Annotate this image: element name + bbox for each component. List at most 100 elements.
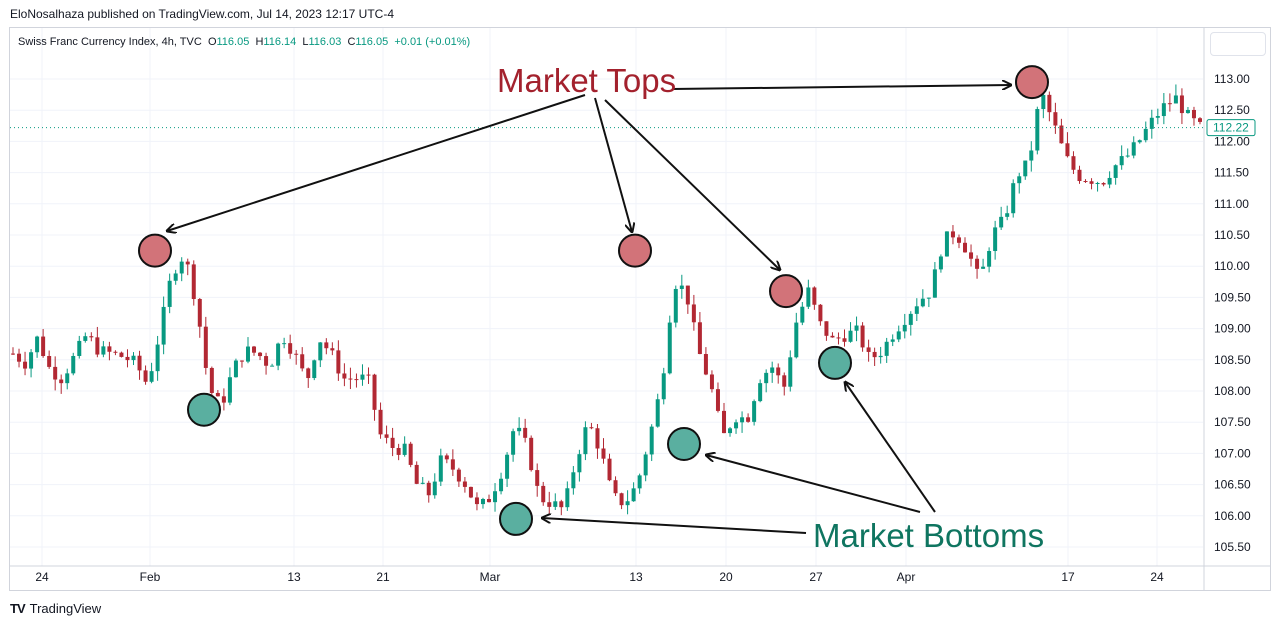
candle	[505, 452, 510, 487]
candle-body	[113, 351, 118, 353]
candle-body	[697, 322, 702, 355]
candle	[468, 486, 473, 499]
candle-body	[890, 339, 895, 342]
candle	[1131, 136, 1136, 159]
x-tick-label: 13	[629, 570, 643, 584]
candle-body	[993, 227, 998, 252]
candle-body	[1011, 183, 1016, 214]
candle-body	[65, 373, 70, 384]
candle	[764, 369, 769, 393]
candle	[29, 349, 34, 378]
candle	[806, 279, 811, 309]
candle	[438, 448, 443, 487]
candle	[390, 427, 395, 457]
candle	[914, 298, 919, 321]
chart-options-button[interactable]	[1210, 32, 1266, 56]
candle-body	[29, 352, 34, 369]
candle	[1023, 160, 1028, 180]
candle	[1113, 164, 1118, 185]
candle-body	[499, 478, 504, 492]
candle	[366, 367, 371, 384]
candle-body	[474, 497, 479, 505]
candle	[131, 352, 136, 366]
candle-body	[715, 389, 720, 411]
candle-body	[583, 427, 588, 455]
candle	[1077, 165, 1082, 184]
candle	[360, 364, 365, 386]
candle	[667, 315, 672, 375]
candle	[23, 351, 28, 376]
candle-body	[47, 356, 52, 367]
candle	[631, 482, 636, 502]
candle	[523, 418, 528, 443]
candle	[420, 477, 425, 485]
candle-body	[143, 370, 148, 382]
candle	[770, 361, 775, 383]
y-tick-label: 112.50	[1214, 103, 1250, 117]
candle	[1173, 84, 1178, 104]
candle	[794, 312, 799, 359]
candle	[318, 342, 323, 368]
candle-body	[264, 356, 269, 366]
candle-body	[1095, 183, 1100, 185]
candle-body	[782, 375, 787, 387]
candle	[788, 350, 793, 392]
candle	[800, 302, 805, 326]
candle	[908, 311, 913, 336]
candle	[1071, 151, 1076, 175]
candle-body	[607, 458, 612, 481]
candle	[83, 332, 88, 343]
candle	[1059, 118, 1064, 144]
candle-body	[613, 480, 618, 494]
candle	[950, 225, 955, 245]
market-top-marker	[1015, 65, 1049, 100]
candle-body	[131, 355, 136, 361]
candle-body	[625, 501, 630, 506]
market-tops-label: Market Tops	[497, 62, 676, 99]
candle-body	[71, 355, 76, 374]
candle	[1161, 93, 1166, 125]
candle	[866, 339, 871, 362]
candle	[649, 424, 654, 462]
candle	[342, 363, 347, 387]
candle	[499, 472, 504, 495]
candle-body	[685, 285, 690, 305]
candle	[396, 443, 401, 461]
candle	[999, 206, 1004, 230]
candle	[185, 258, 190, 276]
candle-body	[595, 428, 600, 449]
y-tick-label: 112.00	[1214, 134, 1250, 148]
candle-body	[1191, 109, 1196, 119]
candle-body	[372, 374, 377, 410]
candle	[848, 322, 853, 343]
candle-body	[185, 261, 190, 265]
candle	[975, 255, 980, 279]
candle-body	[770, 367, 775, 373]
candle	[1143, 121, 1148, 143]
candle	[47, 350, 52, 369]
candle	[619, 492, 624, 510]
candle	[740, 411, 745, 433]
candle	[113, 350, 118, 356]
brand-name: TradingView	[29, 601, 102, 616]
candle-body	[203, 326, 208, 368]
candle-body	[77, 340, 82, 356]
candle-body	[209, 367, 214, 393]
candle	[1191, 106, 1196, 126]
candle-body	[1089, 181, 1094, 184]
candle	[330, 342, 335, 356]
candle-body	[896, 331, 901, 340]
y-tick-label: 110.00	[1214, 259, 1250, 273]
candle	[456, 467, 461, 487]
candle	[511, 428, 516, 462]
candle	[884, 337, 889, 363]
candle-body	[258, 352, 263, 357]
axes: 113.00 112.50 112.00 111.50 111.00 110.50 110.…	[10, 28, 1270, 590]
candle	[1179, 88, 1184, 125]
candle-body	[89, 336, 94, 338]
candle-body	[571, 472, 576, 489]
y-tick-label: 105.50	[1214, 540, 1251, 554]
candle	[324, 338, 329, 355]
candle-body	[233, 360, 238, 378]
